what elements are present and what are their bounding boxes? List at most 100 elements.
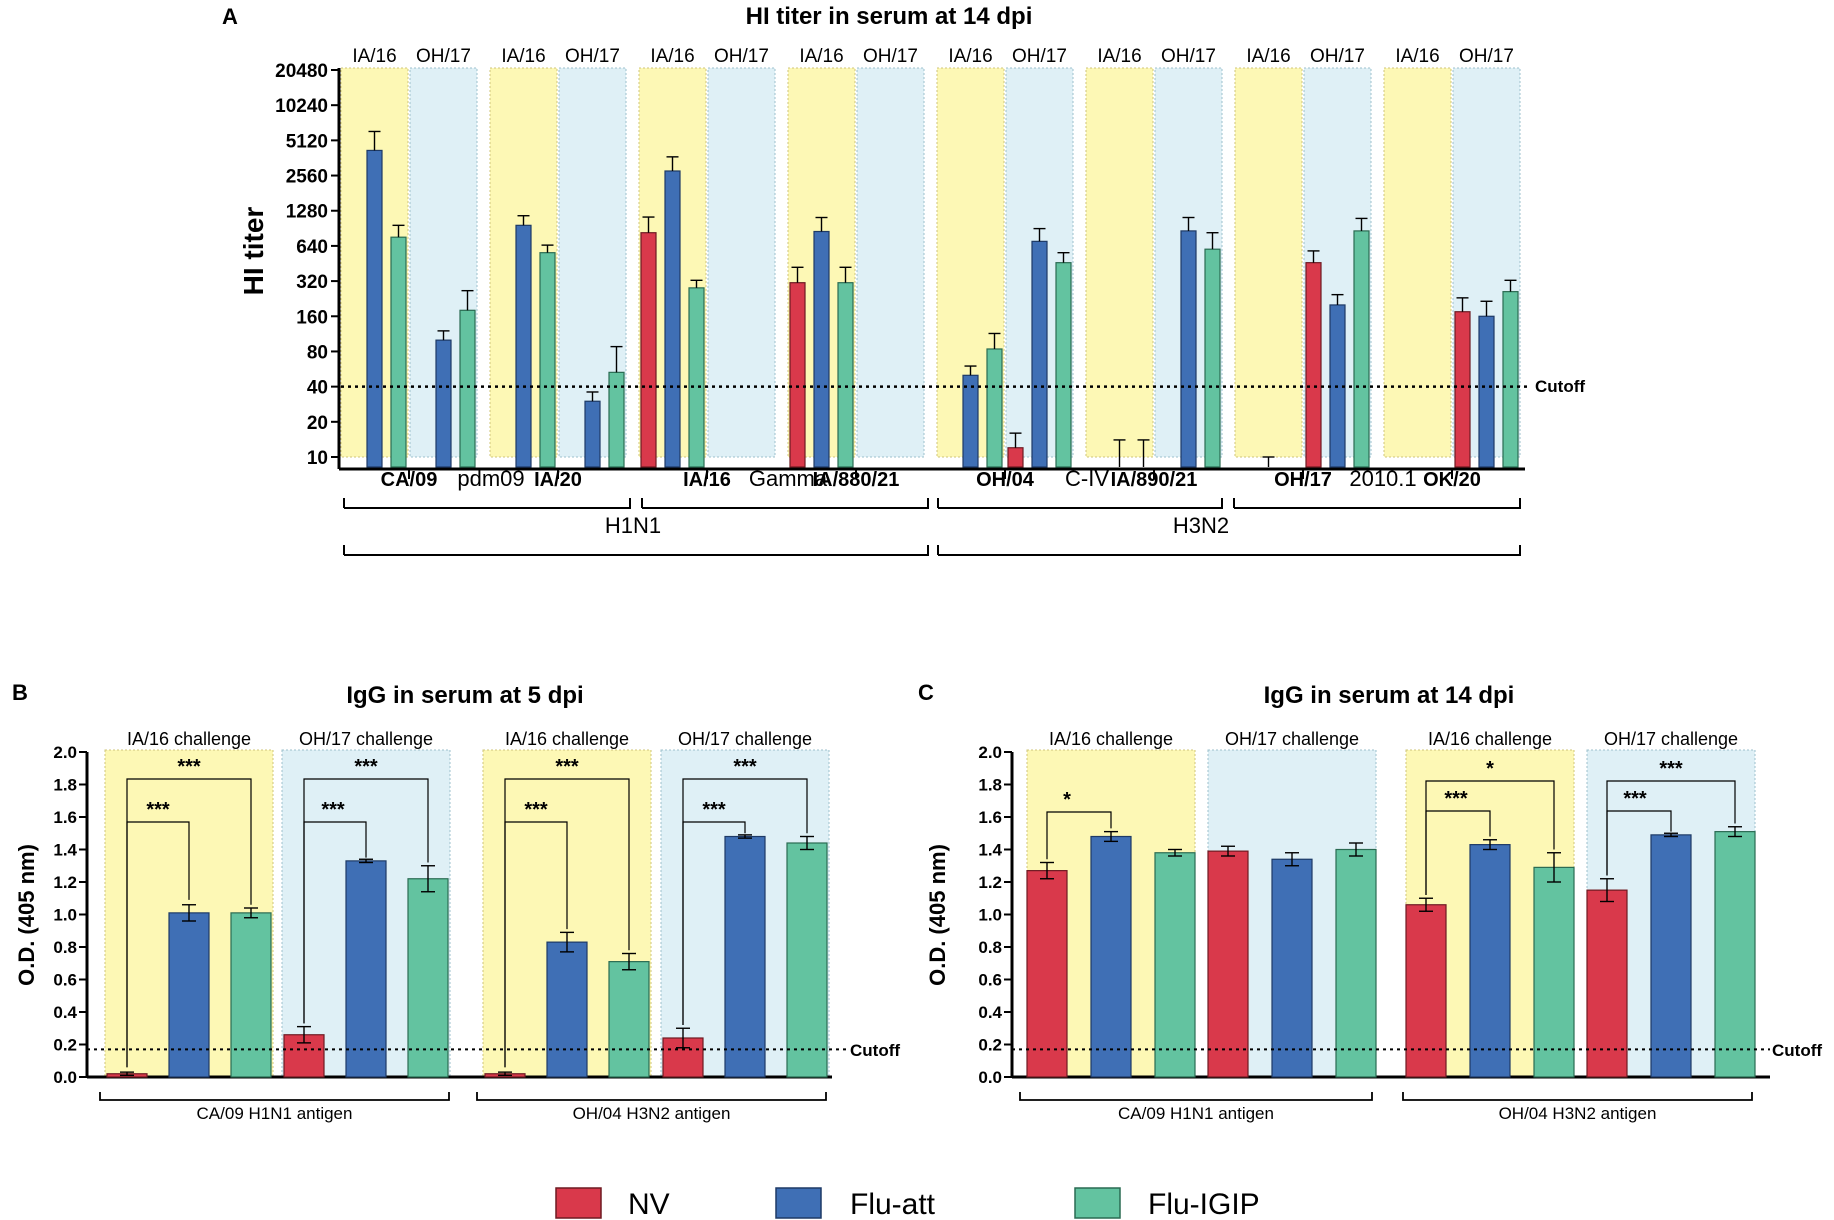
panel-a-antigen-label: CA/09 (381, 469, 438, 491)
panel-b-sig-label: *** (177, 756, 201, 778)
panel-c-sig-bracket (1606, 780, 1736, 876)
panel-b-sig-label: *** (555, 756, 579, 778)
hi-bar (515, 224, 532, 468)
hi-bar (962, 374, 979, 468)
panel-b-group-label: IA/16 challenge (127, 729, 251, 749)
panel-a-clade-bracket (641, 498, 929, 509)
panel-c-ytick-label: 1.4 (978, 841, 1002, 860)
hi-bar (813, 230, 830, 468)
panel-b-sig-bracket (126, 778, 252, 1068)
panel-a-subtype-bracket (343, 545, 929, 556)
panel-b-ytick-label: 1.2 (53, 873, 77, 892)
panel-a-clade-bracket (937, 498, 1223, 509)
panel-c-antigen-label: CA/09 H1N1 antigen (1118, 1104, 1274, 1123)
panel-b-title: IgG in serum at 5 dpi (346, 682, 583, 709)
panel-a-subheader: IA/16 (1097, 46, 1141, 67)
hi-bar (837, 282, 854, 468)
panel-b-ytick-label: 1.0 (53, 906, 77, 925)
hi-bar (1454, 311, 1471, 468)
panel-b-group-label: OH/17 challenge (299, 729, 433, 749)
hi-bar (459, 309, 476, 468)
panel-a-subheader: IA/16 (1246, 46, 1290, 67)
panel-a-ylabel: HI titer (238, 207, 269, 296)
panel-b-bar (546, 941, 588, 1078)
hi-bar (1031, 240, 1048, 468)
panel-c-sig-label: *** (1623, 788, 1647, 810)
panel-b-sig-label: *** (702, 799, 726, 821)
panel-a-subheader: OH/17 (565, 46, 620, 67)
hi-bar (584, 400, 601, 468)
panel-a-ytick-label: 640 (296, 237, 328, 258)
hi-bar (640, 232, 657, 468)
legend-swatch-flu-att (775, 1187, 822, 1219)
panel-c-bar (1207, 850, 1249, 1078)
panel-a-antigen-label: OH/17 (1274, 469, 1332, 491)
panel-a-subheader: IA/16 (501, 46, 545, 67)
panel-a-cutoff-label: Cutoff (1535, 377, 1585, 396)
panel-c-group-label: IA/16 challenge (1049, 729, 1173, 749)
clade-label-pdm09: pdm09 (457, 466, 524, 491)
panel-b-bar (168, 912, 210, 1078)
panel-b-ytick-label: 1.8 (53, 776, 77, 795)
hi-bar (1478, 315, 1495, 468)
panel-c-antigen-bracket (1019, 1092, 1373, 1101)
hi-bar (1305, 262, 1322, 468)
panel-c-ytick-label: 1.0 (978, 906, 1002, 925)
panel-b-cutoff-label: Cutoff (850, 1041, 900, 1060)
panel-c-ytick-label: 0.2 (978, 1036, 1002, 1055)
panel-b-antigen-bracket (99, 1092, 450, 1101)
panel-c-bar (1533, 866, 1575, 1078)
panel-c-bar (1335, 848, 1377, 1078)
panel-a-subheader: IA/16 (650, 46, 694, 67)
panel-a-antigen-label: IA/890/21 (1111, 469, 1198, 491)
panel-b-bar (407, 878, 449, 1078)
panel-c-antigen-bracket (1402, 1092, 1753, 1101)
panel-c-sig-label: *** (1444, 788, 1468, 810)
panel-a-ytick-label: 320 (296, 272, 328, 293)
panel-b-antigen-label: CA/09 H1N1 antigen (197, 1104, 353, 1123)
panel-a-subheader: OH/17 (1459, 46, 1514, 67)
panel-b-ytick-label: 0.8 (53, 938, 77, 957)
panel-c-antigen-label: OH/04 H3N2 antigen (1499, 1104, 1657, 1123)
panel-c-bar (1090, 835, 1132, 1078)
panel-c-sig-bracket (1425, 780, 1555, 895)
panel-a-subtype-bracket (937, 545, 1521, 556)
panel-a-ytick-label: 10240 (275, 96, 328, 117)
panel-b-group-label: OH/17 challenge (678, 729, 812, 749)
panel-a-ytick-label: 1280 (286, 202, 328, 223)
panel-b-letter: B (12, 680, 28, 705)
hi-bar (1007, 447, 1024, 468)
panel-c-ytick-label: 0.4 (978, 1003, 1002, 1022)
panel-a-subheader: OH/17 (863, 46, 918, 67)
panel-c-sig-bracket (1046, 811, 1112, 860)
panel-c-ytick-label: 0.8 (978, 938, 1002, 957)
panel-b-bar (608, 961, 650, 1078)
panel-b-antigen-bracket (476, 1092, 827, 1101)
legend-label-flu-igip: Flu-IGIP (1148, 1188, 1260, 1220)
panel-c-bar (1026, 870, 1068, 1078)
panel-a-subheader: IA/16 (948, 46, 992, 67)
panel-b-sig-label: *** (146, 799, 170, 821)
subtype-label-h3n2: H3N2 (1173, 513, 1229, 538)
clade-label-c-iv: C-IV (1065, 466, 1109, 491)
panel-b-ylabel: O.D. (405 nm) (14, 844, 39, 986)
hi-bar (435, 339, 452, 468)
panel-b-bar (786, 842, 828, 1078)
panel-c-bar (1154, 852, 1196, 1078)
panel-b-bar (230, 912, 272, 1078)
panel-b-sig-label: *** (733, 756, 757, 778)
panel-b-ytick-label: 0.0 (53, 1068, 77, 1087)
panel-b-ytick-label: 0.6 (53, 971, 77, 990)
panel-a-ytick-label: 2560 (286, 167, 328, 188)
panel-a-subheader: OH/17 (1310, 46, 1365, 67)
hi-bar (1353, 230, 1370, 468)
hi-bar (366, 149, 383, 468)
panel-a-antigen-label: OK/20 (1423, 469, 1481, 491)
clade-label-2010-1: 2010.1 (1349, 466, 1416, 491)
panel-a-title: HI titer in serum at 14 dpi (746, 3, 1033, 30)
panel-a-ytick-label: 20480 (275, 61, 328, 82)
panel-b-bar (345, 860, 387, 1078)
panel-c-ytick-label: 1.2 (978, 873, 1002, 892)
panel-b-sig-label: *** (354, 756, 378, 778)
